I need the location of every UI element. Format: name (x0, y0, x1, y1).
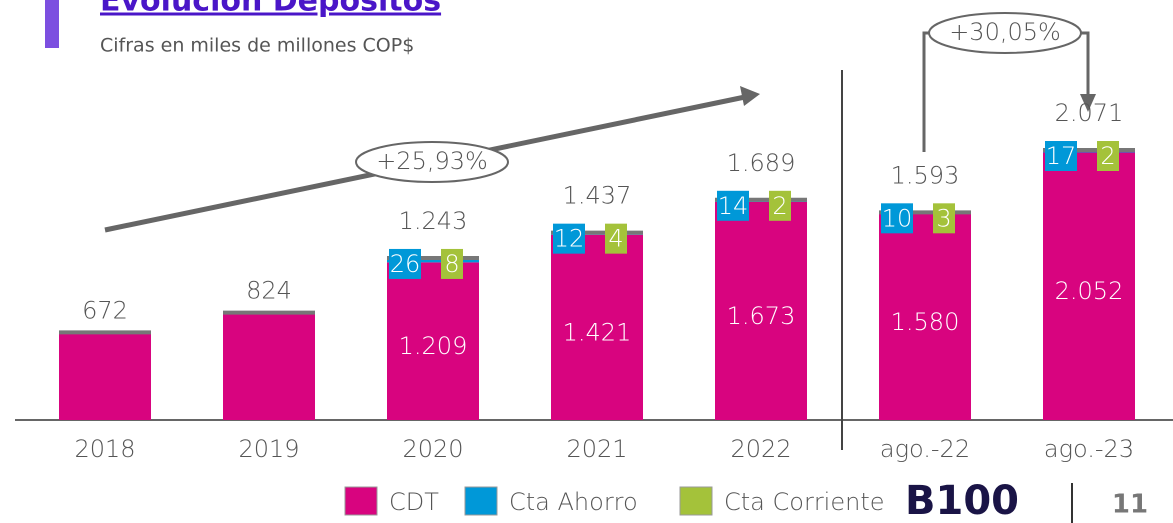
segment-value-label: 17 (1046, 142, 1077, 170)
segment-value-label: 10 (882, 204, 913, 232)
bar-value-label: 2.052 (1055, 277, 1124, 305)
label-box (605, 223, 627, 254)
label-box (769, 190, 791, 221)
x-tick-label: ago.-22 (880, 435, 970, 463)
label-box (1045, 141, 1077, 171)
label-box (441, 248, 463, 279)
segment-value-label: 2 (772, 192, 787, 220)
bracket-right (1080, 31, 1090, 98)
bar-segment (1043, 152, 1135, 421)
segment-value-label: 2 (1100, 142, 1115, 170)
total-label: 1.689 (727, 149, 796, 177)
legend-label: CDT (389, 488, 439, 516)
bar-segment (223, 312, 315, 420)
total-label: 672 (82, 296, 128, 324)
arrow-head (1080, 94, 1096, 112)
total-label: 1.437 (563, 182, 632, 210)
growth-label: +30,05% (949, 18, 1061, 46)
bar-segment (879, 214, 971, 420)
arrow-head (740, 86, 760, 106)
bar-value-label: 1.421 (563, 318, 632, 346)
segment-value-label: 12 (554, 225, 585, 253)
segment-value-label: 26 (390, 250, 421, 278)
total-label: 2.071 (1055, 99, 1124, 127)
total-label: 1.243 (399, 207, 468, 235)
x-tick-label: 2018 (74, 435, 135, 463)
legend-label: Cta Corriente (724, 488, 885, 516)
label-box (933, 203, 955, 234)
bar-segment (387, 262, 479, 420)
label-box (1097, 141, 1119, 171)
x-tick-label: 2022 (730, 435, 791, 463)
label-box (881, 203, 913, 234)
legend-label: Cta Ahorro (509, 488, 638, 516)
bar-value-label: 1.580 (891, 308, 960, 336)
label-box (389, 248, 421, 279)
bar-segment (387, 258, 479, 263)
label-box (553, 223, 585, 254)
legend-swatch (344, 486, 378, 516)
total-label: 1.593 (891, 161, 960, 189)
legend-swatch (464, 486, 498, 516)
segment-value-label: 14 (718, 192, 749, 220)
growth-oval (928, 12, 1082, 54)
total-label: 824 (246, 277, 292, 305)
logo: B100 (905, 478, 1019, 523)
bar-value-label: 1.673 (727, 302, 796, 330)
bar-segment (715, 201, 807, 420)
x-tick-label: 2020 (402, 435, 463, 463)
growth-label: +25,93% (376, 147, 488, 175)
x-tick-label: 2021 (566, 435, 627, 463)
x-tick-label: 2019 (238, 435, 299, 463)
bar-segment (551, 234, 643, 420)
segment-value-label: 4 (608, 225, 623, 253)
slide-title: Evolución Depósitos (100, 0, 441, 19)
segment-value-label: 3 (936, 204, 951, 232)
subtitle: Cifras en miles de millones COP$ (100, 35, 414, 57)
bar-segment (59, 332, 151, 420)
legend-swatch (679, 486, 713, 516)
growth-oval (355, 141, 509, 183)
bar-value-label: 1.209 (399, 332, 468, 360)
label-box (717, 190, 749, 221)
page-number: 11 (1112, 490, 1148, 520)
x-tick-label: ago.-23 (1044, 435, 1134, 463)
segment-value-label: 8 (444, 250, 459, 278)
bracket-left (922, 31, 930, 152)
accent-bar (45, 0, 59, 48)
